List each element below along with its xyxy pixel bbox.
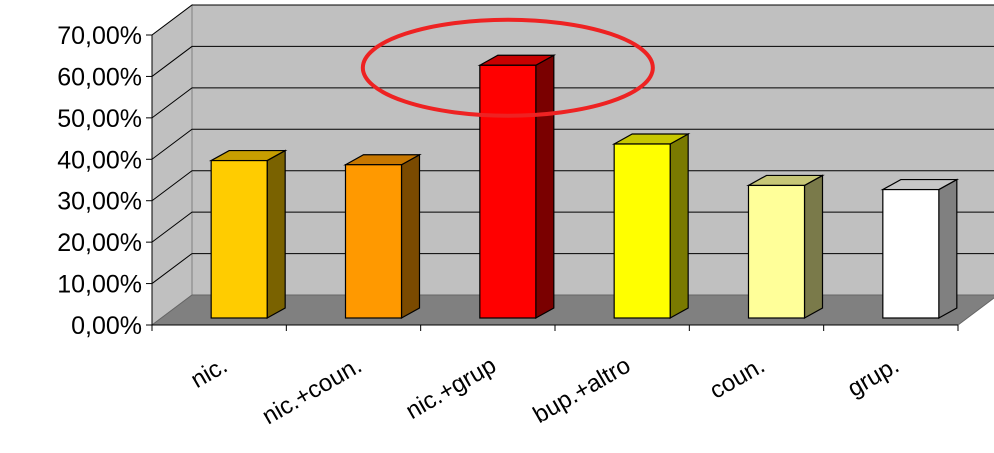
x-tick-label: nic. (186, 352, 232, 394)
bar-side (535, 54, 555, 320)
x-axis-labels: nic. nic.+coun. nic.+grup bup.+altro coun. gr… (186, 352, 904, 430)
bars (208, 54, 960, 320)
bar-side (938, 178, 958, 320)
y-tick-label: 60,00% (57, 63, 142, 91)
x-tick-label: nic.+coun. (258, 352, 367, 430)
bar (208, 149, 288, 320)
bar-front (747, 184, 806, 319)
y-tick-label: 50,00% (57, 105, 142, 133)
gridlines (151, 4, 994, 284)
bar-front (344, 164, 403, 319)
y-tick-label: 10,00% (57, 271, 142, 299)
bar (611, 132, 691, 320)
x-tick-label: nic.+grup (401, 352, 501, 425)
back-wall (191, 4, 994, 296)
gridline (151, 4, 994, 36)
y-tick-label: 40,00% (57, 146, 142, 174)
bar-side (803, 174, 824, 320)
y-tick-label: 70,00% (57, 22, 142, 50)
gridline (151, 45, 994, 77)
bar-front (210, 159, 268, 319)
y-axis: 0,00% 10,00% 20,00% 30,00% 40,00% 50,00% 60,00… (57, 22, 959, 340)
x-tick-label: grup. (843, 352, 904, 403)
bar-front (882, 188, 940, 319)
y-tick-label: 30,00% (57, 188, 142, 216)
bar-side (400, 153, 421, 320)
gridline (151, 87, 994, 119)
y-tick-label: 0,00% (71, 312, 142, 340)
bar (880, 178, 960, 320)
side-wall (151, 4, 193, 326)
gridline (151, 253, 994, 284)
bar (746, 174, 825, 320)
gridline (151, 170, 994, 202)
bar-front (479, 64, 537, 319)
x-tick-label: bup.+altro (529, 352, 636, 429)
bar-side (266, 149, 286, 320)
bar-front (613, 143, 671, 319)
gridline (151, 211, 994, 243)
bar (477, 54, 557, 320)
bar-side (669, 132, 689, 320)
y-tick-label: 20,00% (57, 229, 142, 257)
x-tick-label: coun. (705, 352, 769, 405)
gridline (151, 128, 994, 160)
bar (343, 153, 422, 320)
highlight-ellipse (360, 17, 655, 118)
